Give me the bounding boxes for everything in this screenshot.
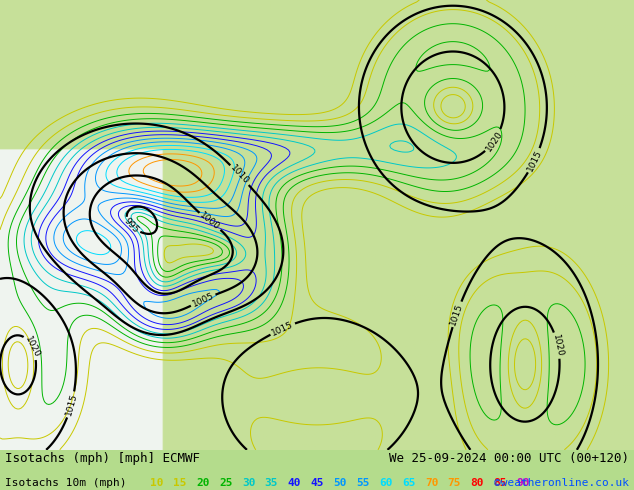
Text: 1020: 1020 xyxy=(484,129,504,153)
Text: 80: 80 xyxy=(470,478,484,488)
Text: 25: 25 xyxy=(219,478,233,488)
Text: 1015: 1015 xyxy=(64,392,79,417)
Text: 1000: 1000 xyxy=(198,211,222,232)
Text: 10: 10 xyxy=(150,478,164,488)
Text: 40: 40 xyxy=(288,478,301,488)
Text: 1010: 1010 xyxy=(228,164,250,187)
Text: 75: 75 xyxy=(448,478,461,488)
Text: 1020: 1020 xyxy=(23,335,41,359)
Text: 20: 20 xyxy=(196,478,210,488)
Text: 55: 55 xyxy=(356,478,370,488)
Text: 1015: 1015 xyxy=(449,302,465,327)
Text: 1015: 1015 xyxy=(270,320,295,338)
Text: 1015: 1015 xyxy=(526,148,543,173)
Text: 15: 15 xyxy=(173,478,187,488)
Text: 50: 50 xyxy=(333,478,347,488)
Text: 90: 90 xyxy=(516,478,530,488)
Text: 65: 65 xyxy=(402,478,415,488)
Text: 995: 995 xyxy=(122,217,141,235)
Text: 70: 70 xyxy=(425,478,438,488)
Text: 45: 45 xyxy=(311,478,324,488)
Text: 1005: 1005 xyxy=(191,291,216,309)
Text: 35: 35 xyxy=(265,478,278,488)
Text: 60: 60 xyxy=(379,478,392,488)
Text: Isotachs 10m (mph): Isotachs 10m (mph) xyxy=(5,478,127,488)
Text: 30: 30 xyxy=(242,478,256,488)
Text: Isotachs (mph) [mph] ECMWF: Isotachs (mph) [mph] ECMWF xyxy=(5,452,200,465)
Text: We 25-09-2024 00:00 UTC (00+120): We 25-09-2024 00:00 UTC (00+120) xyxy=(389,452,629,465)
Text: ©weatheronline.co.uk: ©weatheronline.co.uk xyxy=(494,478,629,488)
Text: 1020: 1020 xyxy=(551,333,564,358)
Text: 85: 85 xyxy=(493,478,507,488)
